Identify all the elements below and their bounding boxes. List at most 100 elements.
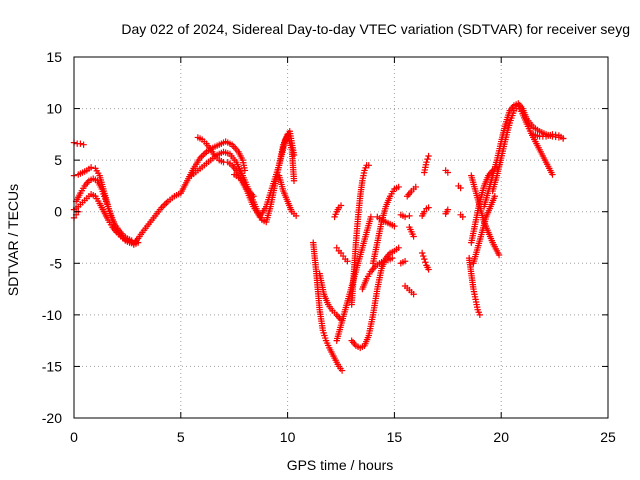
data-point [344, 258, 351, 265]
y-tick-label: 0 [54, 204, 62, 220]
series-arc26 [418, 204, 432, 220]
series-arc22 [397, 258, 409, 267]
x-axis-label: GPS time / hours [287, 457, 394, 473]
data-point [425, 152, 432, 160]
data-point [559, 135, 567, 142]
data-point [422, 259, 429, 266]
y-tick-label: -20 [42, 410, 62, 426]
data-point [201, 150, 209, 157]
data-point [163, 199, 170, 207]
x-tick-label: 10 [280, 429, 296, 445]
data-point [395, 244, 402, 252]
chart-title: Day 022 of 2024, Sidereal Day-to-day VTE… [121, 21, 630, 37]
grid-lines [74, 57, 608, 418]
series-arc37 [489, 103, 556, 195]
data-points [70, 100, 567, 374]
data-point [495, 251, 503, 259]
data-point [425, 266, 432, 273]
series-arc9 [275, 172, 300, 220]
series-arc32 [465, 254, 484, 319]
series-arc16 [348, 244, 402, 352]
series-arc23 [404, 183, 419, 200]
data-point [367, 213, 375, 221]
data-point [338, 367, 346, 374]
series-arc31 [457, 211, 466, 221]
y-tick-label: -10 [42, 307, 62, 323]
data-point [412, 183, 419, 191]
data-point [406, 212, 413, 220]
series-arc13 [331, 202, 345, 221]
axis-ticks [73, 56, 609, 419]
data-point [420, 252, 427, 260]
data-point [424, 155, 431, 163]
series-arc1 [70, 138, 249, 247]
series-arc27 [421, 152, 432, 176]
data-point [418, 249, 426, 257]
data-point [200, 151, 207, 159]
data-point [457, 184, 464, 192]
plot-frame [73, 56, 609, 419]
series-arc4 [70, 139, 87, 148]
data-point [380, 258, 387, 265]
data-point [410, 291, 417, 298]
series-arc2 [72, 175, 140, 245]
series-arc21 [401, 282, 417, 298]
series-arc17 [369, 183, 402, 267]
data-point [410, 233, 417, 240]
series-arc34 [470, 193, 498, 267]
data-point [425, 204, 432, 211]
data-point [80, 141, 87, 148]
y-tick-label: 5 [54, 152, 62, 168]
data-point [549, 171, 556, 178]
y-tick-label: 10 [46, 101, 62, 117]
x-tick-label: 20 [493, 429, 509, 445]
series-arc35 [468, 172, 503, 259]
x-tick-label: 15 [387, 429, 403, 445]
series-arc28 [442, 167, 451, 176]
data-point [491, 193, 498, 200]
data-point [365, 162, 372, 169]
series-arc25 [418, 249, 432, 273]
data-point [444, 206, 451, 213]
series-arc20 [397, 211, 413, 221]
series-arc29 [442, 206, 451, 217]
data-point [292, 212, 300, 220]
series-arc15 [348, 162, 372, 308]
data-point [161, 201, 168, 208]
data-point [401, 213, 409, 221]
data-point [421, 255, 428, 263]
data-point [389, 254, 396, 262]
data-point [476, 311, 484, 319]
data-point [198, 153, 205, 160]
series-arc19 [359, 254, 396, 293]
data-point [134, 239, 142, 246]
data-point [391, 222, 398, 230]
data-point [290, 177, 298, 184]
series-arc38 [530, 131, 567, 142]
data-point [423, 159, 430, 166]
data-point [395, 183, 402, 191]
data-point [401, 258, 409, 265]
data-point [159, 202, 167, 210]
data-point [459, 213, 466, 221]
y-tick-label: -15 [42, 358, 62, 374]
x-tick-label: 5 [177, 429, 185, 445]
y-tick-labels: 15 10 5 0 -5 -10 -15 -20 [42, 49, 62, 426]
data-point [87, 164, 95, 171]
x-tick-label: 25 [600, 429, 616, 445]
data-point [290, 151, 298, 159]
data-point [444, 169, 451, 176]
y-tick-label: 15 [46, 49, 62, 65]
data-point [337, 202, 345, 209]
series-arc11 [316, 270, 345, 324]
series-arc12 [333, 244, 351, 265]
y-tick-label: -5 [50, 255, 63, 271]
series-arc8 [231, 128, 298, 221]
x-tick-label: 0 [70, 429, 78, 445]
data-point [77, 140, 84, 147]
series-arc24 [406, 223, 417, 240]
series-arc30 [455, 182, 464, 192]
x-tick-labels: 0 5 10 15 20 25 [70, 429, 616, 445]
data-point [241, 167, 249, 174]
